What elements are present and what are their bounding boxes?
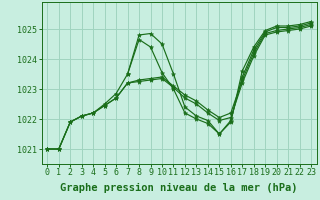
X-axis label: Graphe pression niveau de la mer (hPa): Graphe pression niveau de la mer (hPa) bbox=[60, 183, 298, 193]
